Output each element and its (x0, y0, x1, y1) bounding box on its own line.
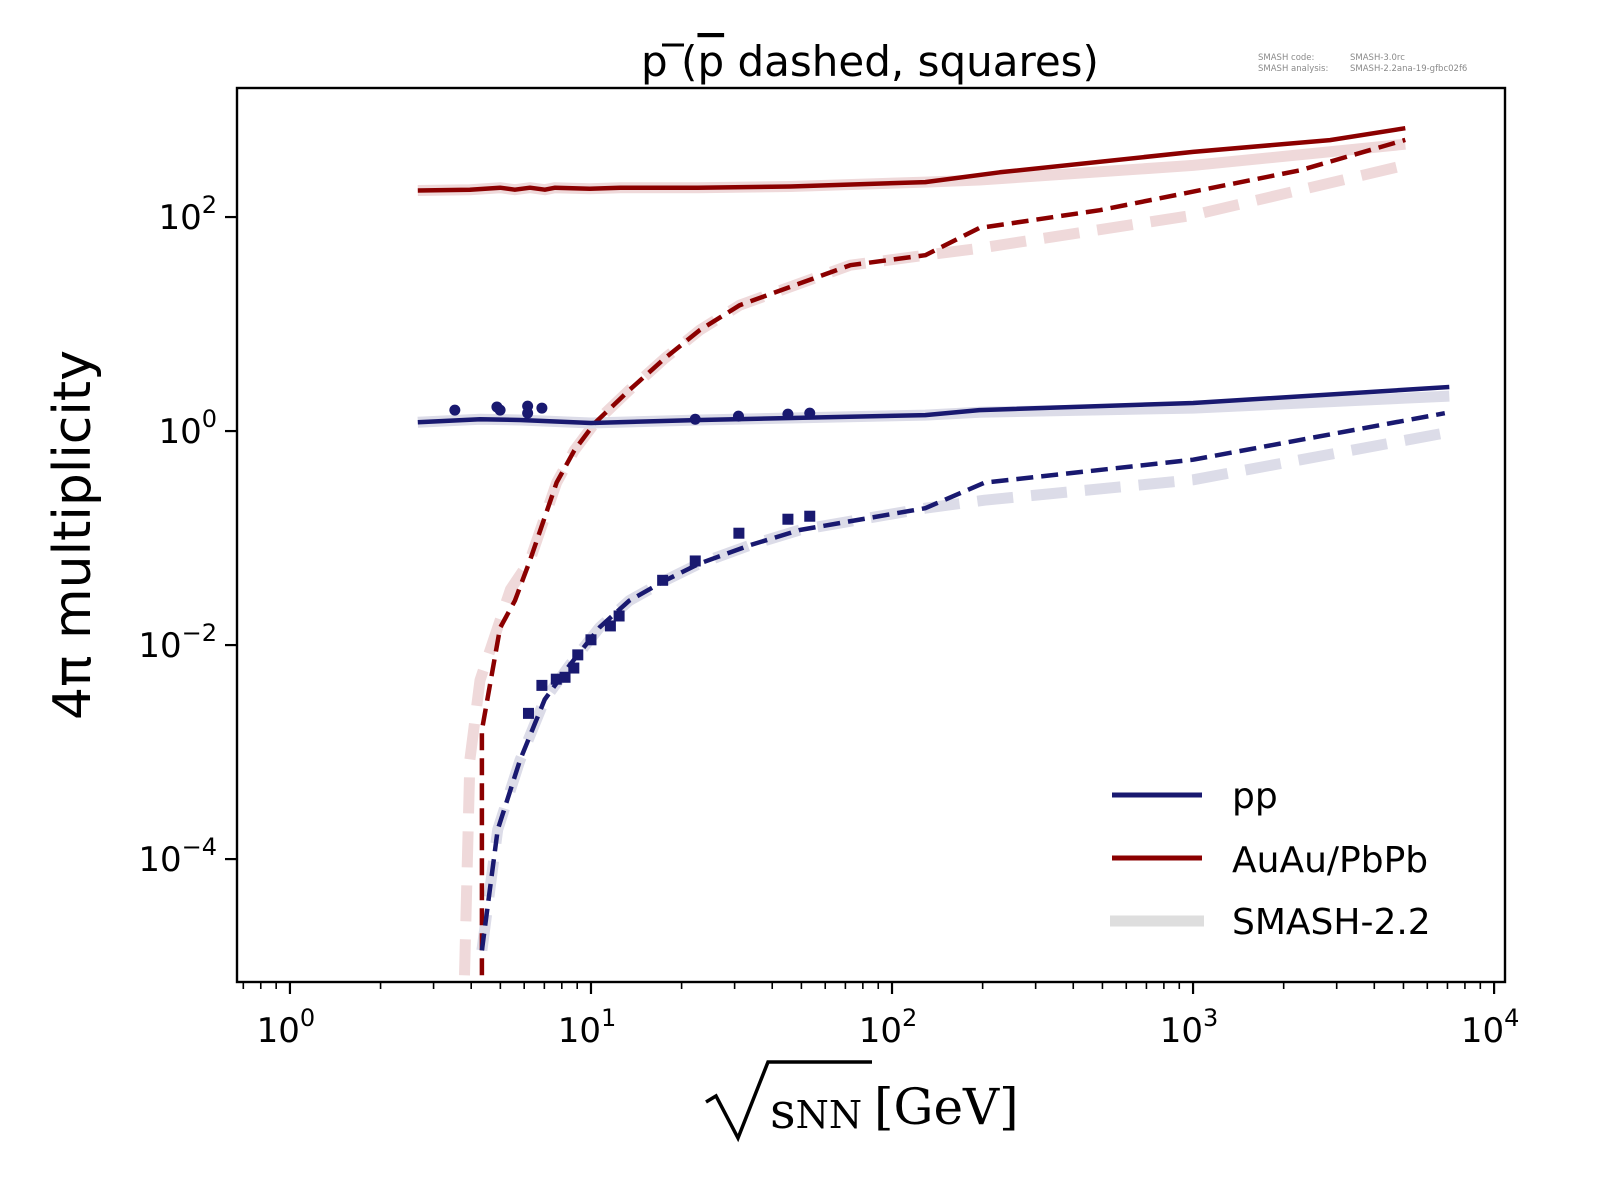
x-tick-label: 100 (257, 1004, 316, 1051)
data-point-pbar-square (585, 634, 597, 646)
legend-label-pp: pp (1232, 776, 1278, 817)
y-tick-label: 102 (158, 191, 217, 238)
data-points-layer (449, 400, 816, 719)
data-point-pbar-square (568, 662, 580, 674)
data-point-pbar-square (657, 574, 669, 586)
annotation-code-key: SMASH code: (1258, 53, 1314, 63)
annotation-analysis-value: SMASH-2.2ana-19-gfbc02f6 (1350, 64, 1467, 74)
series-aa-p-smash-30 (417, 125, 1406, 193)
legend-item-pp: pp (1112, 776, 1278, 817)
sqrt-sign (705, 1060, 872, 1143)
y-axis-label: 4π multiplicity (43, 350, 103, 720)
data-point-p-circle (449, 404, 461, 416)
title-pbar: p (697, 37, 724, 86)
data-point-pbar-square (604, 620, 616, 632)
annotation-code-value: SMASH-3.0rc (1350, 53, 1405, 63)
title-suffix: dashed, squares) (724, 37, 1099, 86)
data-point-pbar-square (733, 527, 745, 539)
y-tick-label: 10−2 (138, 619, 217, 666)
legend-item-aa: AuAu/PbPb (1112, 840, 1428, 881)
data-point-pbar-square (559, 671, 571, 683)
series-pp-p-smash-22 (417, 390, 1450, 429)
x-tick-label: 101 (558, 1004, 617, 1051)
data-point-pbar-square (804, 510, 816, 522)
data-point-pbar-square (550, 673, 562, 685)
x-axis-label: sNN [GeV] (705, 1060, 1019, 1143)
data-point-pbar-square (782, 513, 794, 525)
x-tick-label: 103 (1160, 1004, 1219, 1051)
series-aa-pbar-smash-22 (459, 159, 1407, 976)
y-axis: 102 100 10−2 10−4 (138, 191, 237, 880)
data-point-p-circle (536, 402, 548, 414)
chart-title: p (p dashed, squares) (641, 37, 1099, 86)
series-aa-pbar-smash-30 (479, 137, 1406, 976)
data-point-p-circle (804, 407, 816, 419)
legend-item-smash22: SMASH-2.2 (1110, 902, 1431, 943)
y-tick-label: 10−4 (138, 833, 217, 880)
plot-frame (235, 86, 1507, 984)
data-point-p-circle (494, 404, 506, 416)
x-axis-label-s: sNN (770, 1082, 862, 1140)
data-point-p-circle (732, 410, 744, 422)
x-tick-label: 102 (859, 1004, 918, 1051)
version-annotation: SMASH code: SMASH-3.0rc SMASH analysis: … (1258, 53, 1467, 74)
annotation-analysis-key: SMASH analysis: (1258, 64, 1328, 74)
x-tick-label: 104 (1461, 1004, 1520, 1051)
legend-label-smash22: SMASH-2.2 (1232, 902, 1431, 943)
legend: pp AuAu/PbPb SMASH-2.2 (1110, 776, 1431, 943)
data-point-pbar-square (689, 555, 701, 567)
data-point-pbar-square (613, 610, 625, 622)
y-tick-label: 100 (158, 405, 217, 452)
x-axis-label-unit: [GeV] (874, 1078, 1019, 1136)
data-point-p-circle (689, 413, 701, 425)
data-point-p-circle (782, 408, 794, 420)
data-point-pbar-square (572, 649, 584, 661)
data-point-p-circle (522, 407, 534, 419)
x-axis: 100 101 102 103 104 (242, 982, 1520, 1051)
legend-label-aa: AuAu/PbPb (1232, 840, 1428, 881)
data-point-pbar-square (536, 679, 548, 691)
data-point-pbar-square (522, 707, 534, 719)
